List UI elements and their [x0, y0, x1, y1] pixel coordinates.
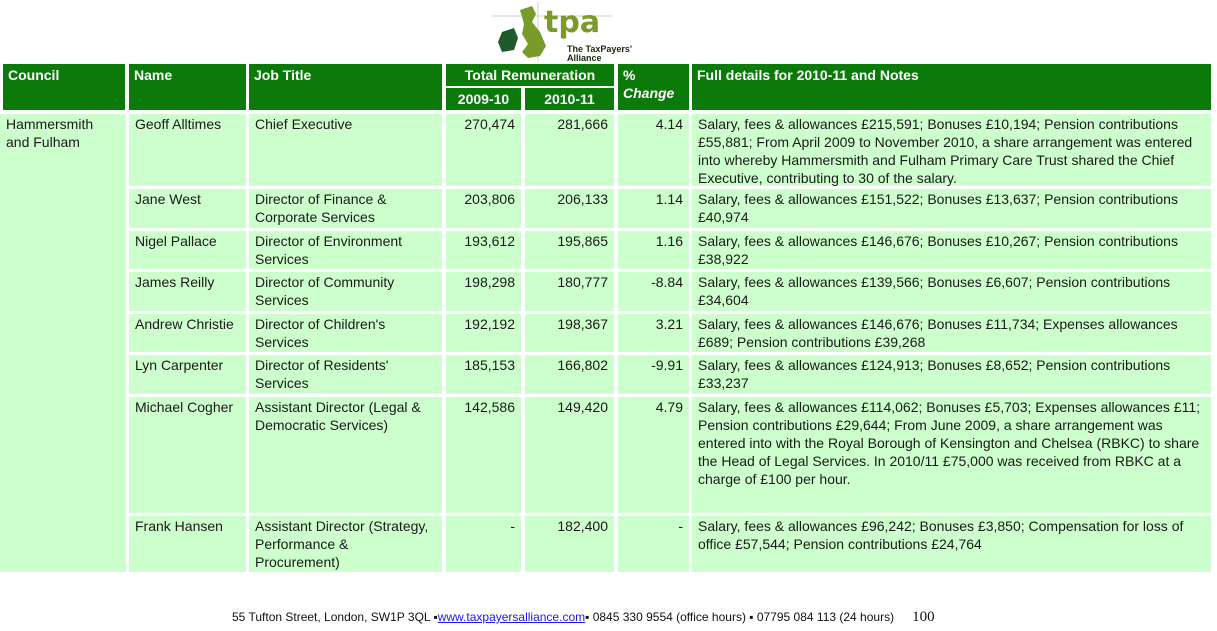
cell-y1: 185,153	[446, 355, 521, 394]
header-name: Name	[129, 64, 246, 110]
cell-y1: 192,192	[446, 314, 521, 352]
header-pct-change: % Change	[618, 64, 689, 110]
cell-details: Salary, fees & allowances £124,913; Bonu…	[692, 355, 1211, 394]
cell-y2: 149,420	[525, 397, 614, 513]
cell-y2: 198,367	[525, 314, 614, 352]
cell-job: Assistant Director (Legal & Democratic S…	[249, 397, 442, 513]
cell-job: Director of Residents' Services	[249, 355, 442, 394]
header-2010-11: 2010-11	[525, 88, 614, 110]
cell-chg: 1.14	[618, 189, 689, 228]
cell-y1: -	[446, 516, 521, 572]
cell-name: Michael Cogher	[129, 397, 246, 513]
cell-y1: 198,298	[446, 272, 521, 311]
cell-name: Frank Hansen	[129, 516, 246, 572]
cell-details: Salary, fees & allowances £139,566; Bonu…	[692, 272, 1211, 311]
header-council: Council	[3, 64, 125, 110]
cell-job: Director of Community Services	[249, 272, 442, 311]
cell-name: Lyn Carpenter	[129, 355, 246, 394]
cell-y1: 203,806	[446, 189, 521, 228]
cell-details: Salary, fees & allowances £146,676; Bonu…	[692, 314, 1211, 352]
cell-y1: 142,586	[446, 397, 521, 513]
cell-y2: 195,865	[525, 231, 614, 269]
cell-chg: 3.21	[618, 314, 689, 352]
cell-y2: 206,133	[525, 189, 614, 228]
cell-job: Director of Children's Services	[249, 314, 442, 352]
cell-chg: -9.91	[618, 355, 689, 394]
cell-name: Andrew Christie	[129, 314, 246, 352]
cell-chg: 1.16	[618, 231, 689, 269]
cell-y2: 281,666	[525, 114, 614, 186]
cell-y1: 270,474	[446, 114, 521, 186]
footer: 55 Tufton Street, London, SW1P 3QL ▪ www…	[232, 609, 935, 626]
cell-chg: 4.14	[618, 114, 689, 186]
cell-name: Nigel Pallace	[129, 231, 246, 269]
cell-chg: 4.79	[618, 397, 689, 513]
page-number: 100	[912, 609, 935, 625]
council-cell: Hammersmith and Fulham	[0, 114, 126, 572]
cell-job: Assistant Director (Strategy, Performanc…	[249, 516, 442, 572]
cell-job: Chief Executive	[249, 114, 442, 186]
logo-subtitle: The TaxPayers' Alliance	[567, 44, 633, 63]
cell-chg: -8.84	[618, 272, 689, 311]
footer-address: 55 Tufton Street, London, SW1P 3QL ▪	[232, 610, 438, 624]
cell-y1: 193,612	[446, 231, 521, 269]
header-details: Full details for 2010-11 and Notes	[692, 64, 1211, 110]
cell-name: Jane West	[129, 189, 246, 228]
cell-job: Director of Environment Services	[249, 231, 442, 269]
cell-details: Salary, fees & allowances £146,676; Bonu…	[692, 231, 1211, 269]
cell-y2: 182,400	[525, 516, 614, 572]
uk-map-logo-icon: tpa	[492, 2, 612, 62]
header-job-title: Job Title	[249, 64, 442, 110]
cell-y2: 166,802	[525, 355, 614, 394]
header-total-remuneration: Total Remuneration	[446, 64, 614, 86]
cell-chg: -	[618, 516, 689, 572]
cell-y2: 180,777	[525, 272, 614, 311]
cell-name: James Reilly	[129, 272, 246, 311]
cell-name: Geoff Alltimes	[129, 114, 246, 186]
cell-job: Director of Finance & Corporate Services	[249, 189, 442, 228]
footer-phones: ▪ 0845 330 9554 (office hours) ▪ 07795 0…	[585, 610, 895, 624]
cell-details: Salary, fees & allowances £96,242; Bonus…	[692, 516, 1211, 572]
logo-wordmark: tpa	[544, 5, 600, 40]
cell-details: Salary, fees & allowances £215,591; Bonu…	[692, 114, 1211, 186]
website-link[interactable]: www.taxpayersalliance.com	[437, 610, 586, 624]
cell-details: Salary, fees & allowances £114,062; Bonu…	[692, 397, 1211, 513]
header-2009-10: 2009-10	[446, 88, 521, 110]
cell-details: Salary, fees & allowances £151,522; Bonu…	[692, 189, 1211, 228]
